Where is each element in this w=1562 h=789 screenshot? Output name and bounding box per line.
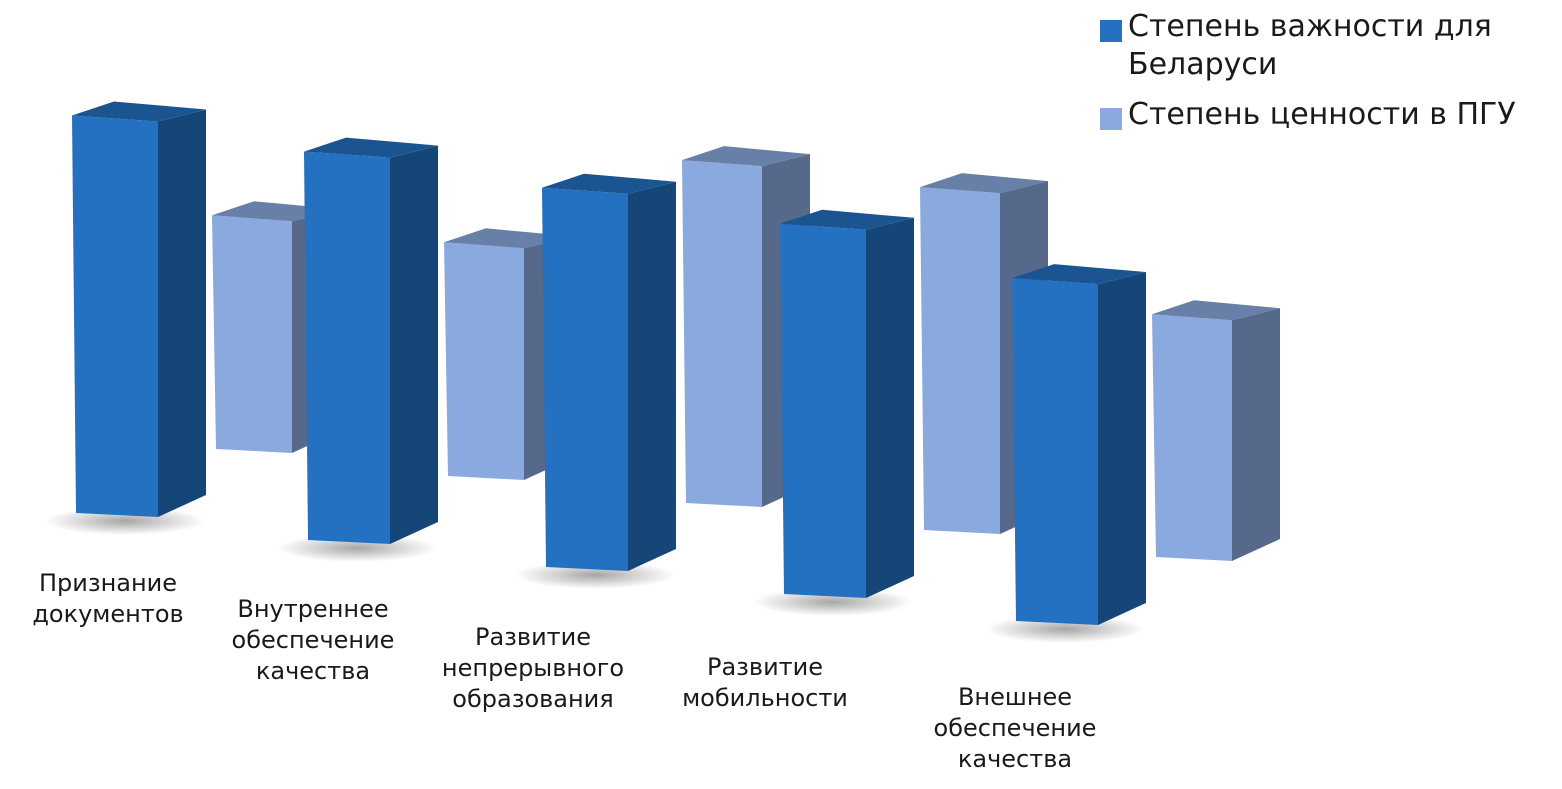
bar-importance-4-top <box>780 209 914 230</box>
bar-importance-2-top <box>304 137 438 158</box>
bar-importance-1-front <box>72 115 158 517</box>
bar-importance-3 <box>542 173 676 571</box>
bar-importance-5-front <box>1012 278 1098 625</box>
bar-importance-3-front <box>542 187 628 571</box>
bar-value-5-front <box>1152 314 1232 561</box>
bar-importance-2-side <box>390 145 438 544</box>
bar-value-1-front <box>212 215 292 453</box>
bar-value-4-front <box>920 187 1000 534</box>
bar-importance-4 <box>780 209 914 599</box>
bar-importance-1 <box>72 101 206 517</box>
bar-importance-2-front <box>304 151 390 544</box>
bar-value-3-front <box>682 160 762 507</box>
bar-importance-5 <box>1012 264 1146 625</box>
bar-importance-4-front <box>780 223 866 599</box>
bar-shadow-2 <box>277 534 437 562</box>
bar-importance-3-top <box>542 173 676 194</box>
legend-label-value: Степень ценности в ПГУ <box>1128 97 1516 132</box>
bar-importance-5-side <box>1098 272 1146 625</box>
bar-value-3-top <box>682 146 810 167</box>
bar-importance-4-side <box>866 217 914 599</box>
bar-value-5-top <box>1152 300 1280 321</box>
bar-value-2-top <box>444 228 572 249</box>
bar-value-2-front <box>444 242 524 480</box>
category-label-5: Внешнее обеспечение качества <box>933 683 1097 773</box>
bar-value-4-top <box>920 173 1048 194</box>
category-label-3: Развитие непрерывного образования <box>441 623 625 713</box>
bar-importance-1-top <box>72 101 206 122</box>
legend-swatch-value <box>1100 108 1122 130</box>
legend-swatch-importance <box>1100 20 1122 42</box>
bar-importance-5-top <box>1012 264 1146 285</box>
category-label-2: Внутреннее обеспечение качества <box>231 595 395 685</box>
bar-importance-3-side <box>628 181 676 571</box>
legend-item-value: Степень ценности в ПГУ <box>1100 96 1560 134</box>
bar-importance-1-side <box>158 109 206 517</box>
bar-shadow-5 <box>985 615 1145 643</box>
category-label-4: Развитие мобильности <box>682 653 848 712</box>
bar-importance-2 <box>304 137 438 544</box>
bar-shadow-3 <box>515 561 675 589</box>
legend: Степень важности для Беларуси Степень це… <box>1100 8 1560 146</box>
category-label-1: Признание документов <box>32 569 184 628</box>
bar-value-5 <box>1152 300 1280 561</box>
bar-shadow-1 <box>45 507 205 535</box>
bar-value-5-side <box>1232 308 1280 561</box>
bar-shadow-4 <box>753 588 913 616</box>
legend-item-importance: Степень важности для Беларуси <box>1100 8 1560 84</box>
legend-label-importance: Степень важности для Беларуси <box>1128 9 1492 82</box>
